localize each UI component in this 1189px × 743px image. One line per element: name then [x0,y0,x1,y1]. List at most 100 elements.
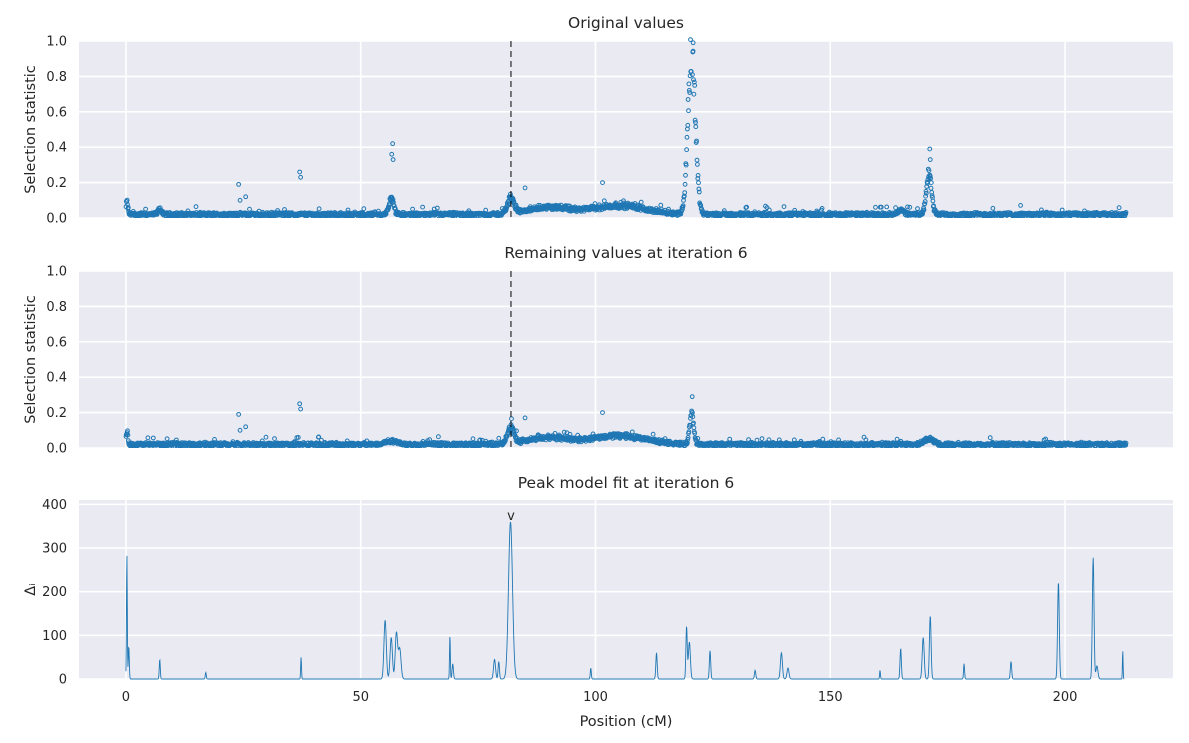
data-point [124,197,130,203]
data-point [893,205,898,211]
scatter-points [123,29,1129,218]
data-point [650,431,656,437]
data-point [921,207,927,213]
data-point [820,436,826,442]
outlier-point [390,157,396,162]
data-point [759,436,765,442]
data-point [621,198,626,204]
data-point [685,122,691,128]
y-tick-label: 1.0 [46,35,67,50]
data-point [680,203,686,209]
data-point [694,157,700,163]
data-point [410,206,416,212]
data-point [688,37,693,42]
data-point [691,91,697,97]
data-point [819,206,825,211]
data-point [601,198,607,204]
data-point [683,172,688,178]
plot-area [79,41,1173,218]
data-point [923,193,928,199]
data-point [878,204,884,210]
y-tick-label: 1.0 [46,265,67,280]
data-point [504,433,510,439]
data-point [434,205,440,211]
data-point [695,162,700,167]
data-point [781,204,787,210]
data-point [511,198,517,204]
data-point [505,431,511,437]
data-point [727,436,733,442]
data-point [295,435,301,440]
data-point [143,206,149,212]
data-point [922,199,928,204]
data-point [928,176,933,181]
scatter-points [123,394,1129,448]
data-point [695,176,701,181]
outlier-point [236,181,242,187]
data-point [686,88,692,93]
data-point [150,435,156,441]
y-tick-label: 0.4 [46,141,67,156]
data-point [638,199,644,205]
data-point [686,81,692,87]
data-point [990,205,996,211]
outlier-point [390,141,396,147]
data-point [692,430,698,436]
data-point [496,435,502,441]
data-point [693,124,699,130]
data-point [514,428,519,434]
data-point [193,204,199,210]
data-point [504,205,509,211]
data-point [928,180,934,186]
data-point [272,436,277,442]
data-point [125,432,131,438]
data-point [873,204,878,210]
data-point [629,429,635,435]
data-point [696,180,701,186]
data-point [390,196,396,202]
data-point [145,435,151,441]
data-point [695,173,701,178]
data-point [684,147,689,153]
data-point [436,434,441,440]
outlier-point [297,169,303,175]
data-point [927,173,933,179]
data-point [1123,210,1129,215]
data-point [685,435,691,440]
data-point [924,184,930,189]
data-point [361,206,367,212]
data-point [690,414,696,420]
y-tick-label: 0.8 [46,300,67,315]
outlier-point [522,185,528,191]
data-point [884,204,890,210]
panel-title: Remaining values at iteration 6 [504,244,747,262]
y-tick-label: 0.4 [46,371,67,386]
data-point [928,185,934,191]
data-point [470,436,476,442]
panel-title: Original values [568,14,684,32]
data-point [685,437,691,442]
data-point [690,29,694,33]
data-point [694,138,699,144]
outlier-point [298,174,304,180]
data-point [420,204,426,210]
y-tick-label: 0.6 [46,105,67,120]
data-point [930,198,936,204]
outlier-point [600,180,605,186]
outlier-point [927,157,933,162]
data-point [687,90,693,95]
data-point [922,201,928,207]
data-point [509,416,514,422]
data-point [929,190,935,195]
data-point [682,190,688,196]
y-axis-label: Selection statistic [23,65,39,194]
data-point [690,48,696,54]
data-point [695,436,701,441]
outlier-point [243,194,249,200]
y-tick-label: 0.2 [46,406,67,421]
data-point [1018,203,1023,208]
data-point [316,434,322,440]
data-point [684,134,690,140]
y-tick-label: 0.6 [46,335,67,350]
data-point [685,97,691,102]
